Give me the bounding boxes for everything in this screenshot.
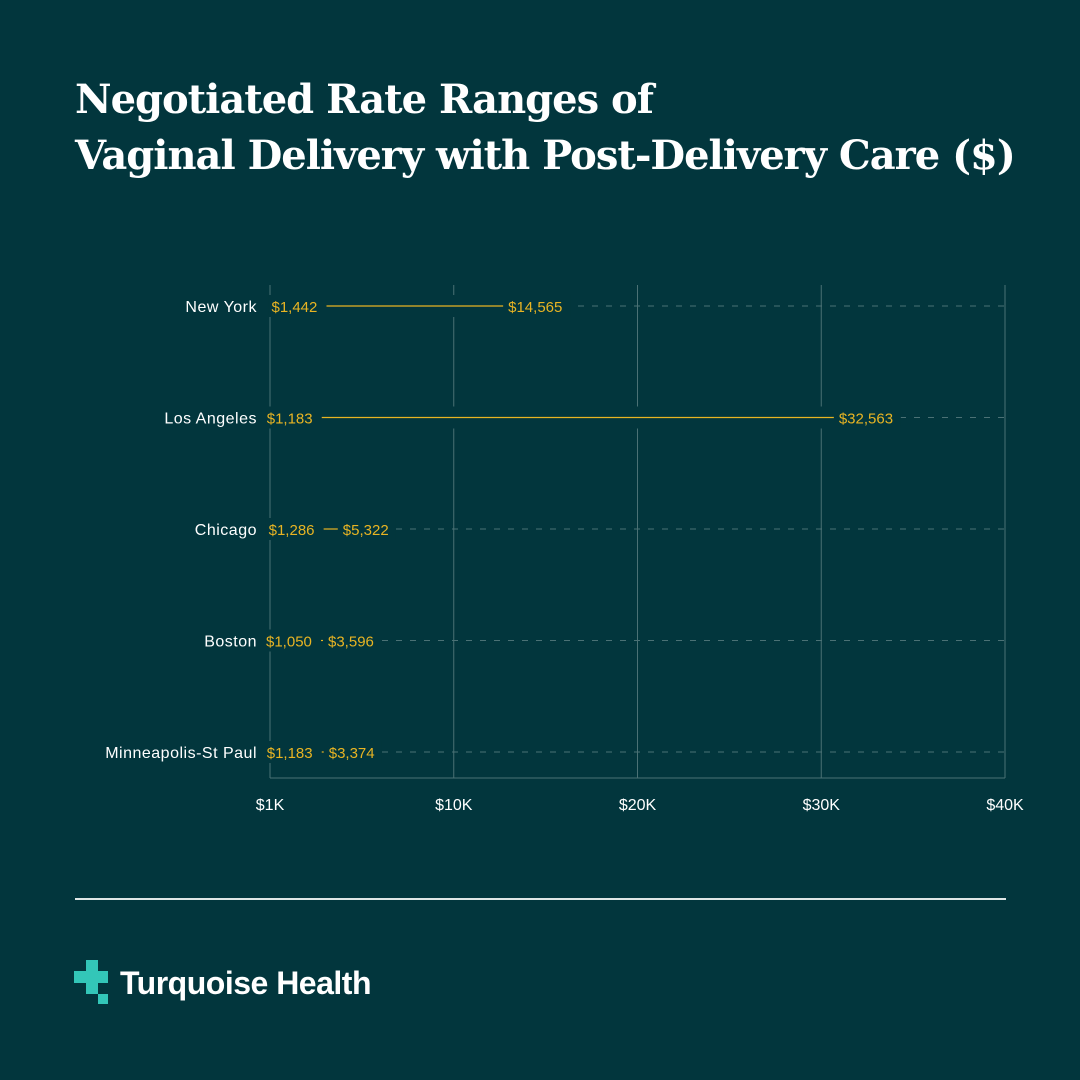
range-chart: $1K $10K $20K $30K $40K New York $1,442 $14,565… xyxy=(105,285,1024,814)
x-tick-label: $10K xyxy=(435,797,473,814)
x-tick-label: $20K xyxy=(619,797,657,814)
high-value-label: $14,565 xyxy=(508,299,562,316)
high-value-label: $32,563 xyxy=(839,411,893,428)
x-tick-label: $30K xyxy=(803,797,841,814)
title-line-2: Vaginal Delivery with Post-Delivery Care… xyxy=(75,132,1016,179)
category-label: Minneapolis-St Paul xyxy=(105,745,257,762)
plus-logo-icon xyxy=(74,960,108,1004)
low-value-label: $1,442 xyxy=(271,299,317,316)
x-tick-label: $40K xyxy=(986,797,1024,814)
chart-title: Negotiated Rate Ranges of Vaginal Deliver… xyxy=(75,72,1016,184)
x-tick-label: $1K xyxy=(256,797,285,814)
high-value-label: $5,322 xyxy=(343,522,389,539)
low-value-label: $1,183 xyxy=(267,745,313,762)
category-label: Los Angeles xyxy=(164,411,257,428)
category-label: Boston xyxy=(204,634,257,651)
high-value-label: $3,374 xyxy=(329,745,375,762)
low-value-label: $1,050 xyxy=(266,634,312,651)
high-value-label: $3,596 xyxy=(328,634,374,651)
divider xyxy=(75,898,1006,900)
brand-logo: Turquoise Health xyxy=(74,960,371,1006)
title-line-1: Negotiated Rate Ranges of xyxy=(75,76,654,123)
category-label: New York xyxy=(185,299,257,316)
low-value-label: $1,286 xyxy=(269,522,315,539)
brand-name: Turquoise Health xyxy=(120,964,371,1001)
low-value-label: $1,183 xyxy=(267,411,313,428)
category-label: Chicago xyxy=(195,522,257,539)
